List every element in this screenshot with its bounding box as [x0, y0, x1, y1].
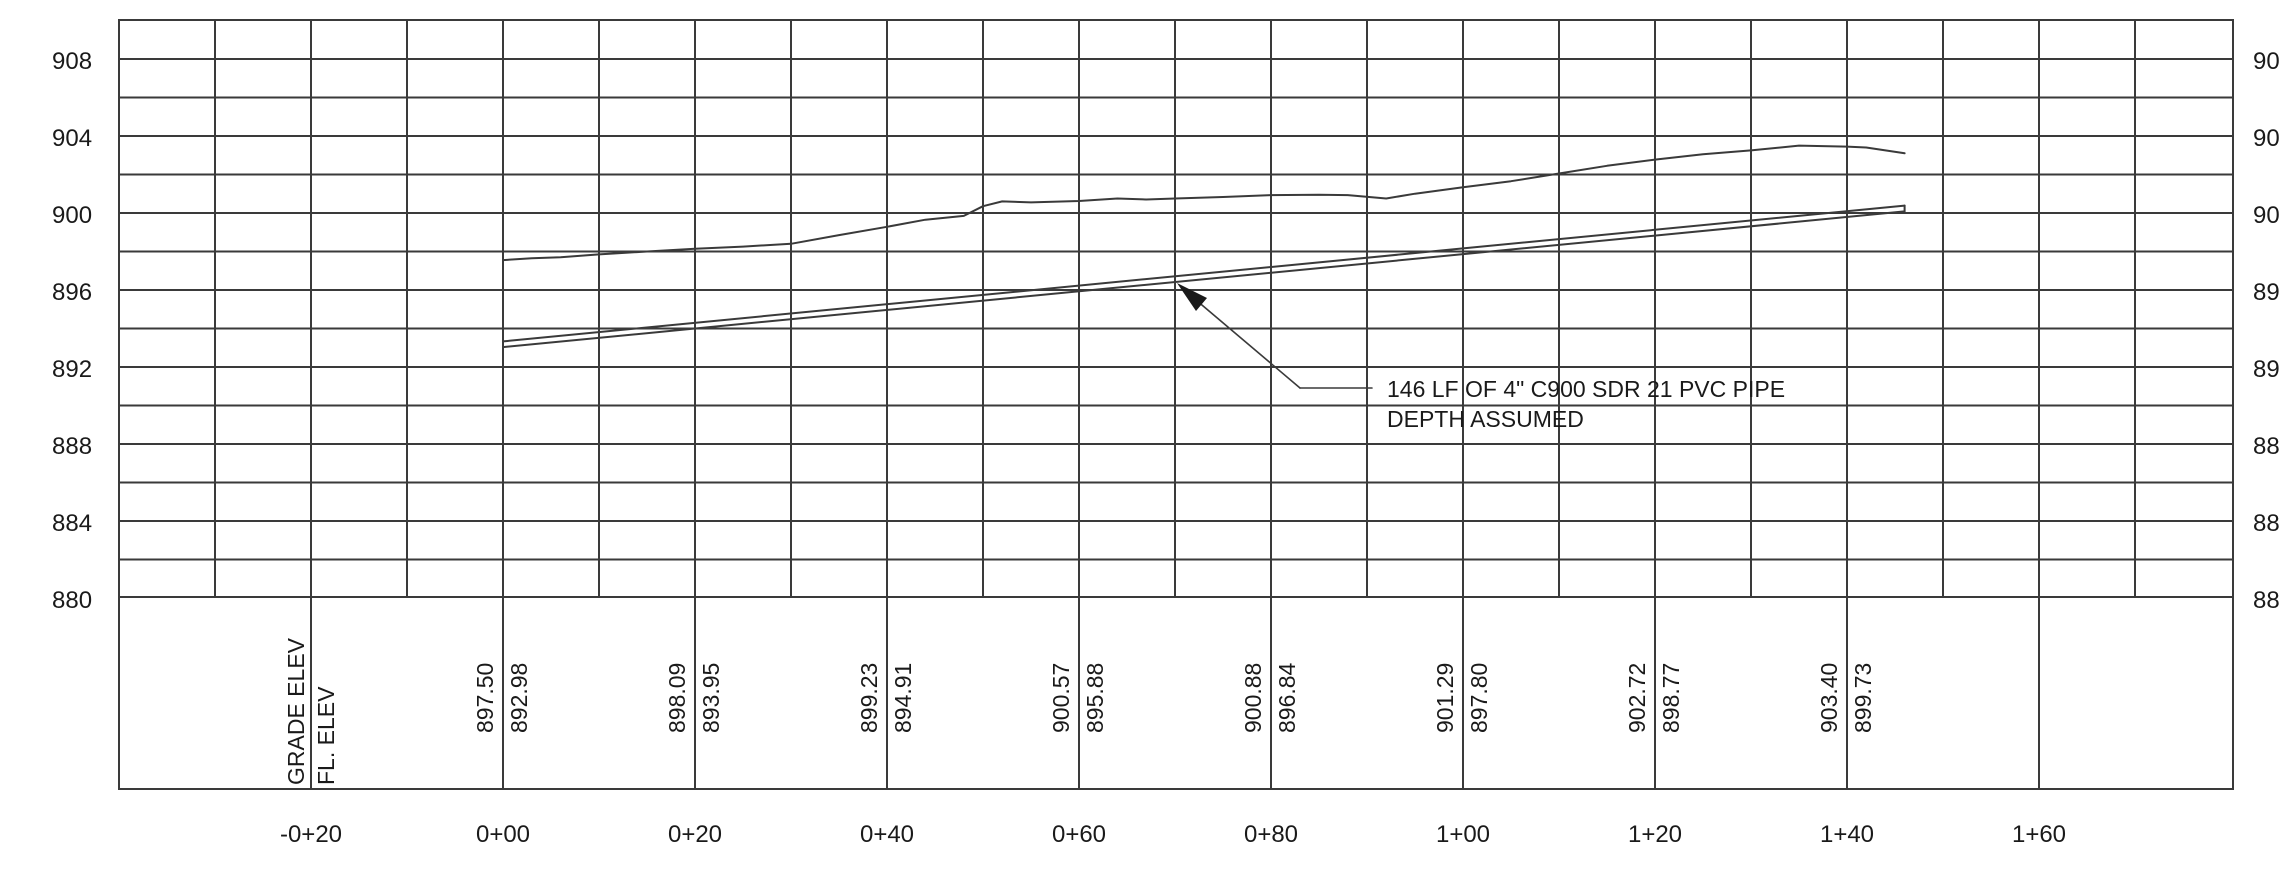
station-tick-label: 1+00 [1436, 821, 1490, 848]
callout-text-line-2: DEPTH ASSUMED [1387, 406, 1584, 432]
station-tick-label: 1+60 [2012, 821, 2066, 848]
callout-leader-diagonal [1195, 299, 1301, 389]
fl-elev-header: FL. ELEV [313, 686, 339, 785]
callout-arrowhead [1177, 283, 1207, 311]
elevation-tick-label: 900 [52, 202, 92, 229]
fl-elev-value: 895.88 [1082, 663, 1108, 733]
callout-text-line-1: 146 LF OF 4" C900 SDR 21 PVC PIPE [1387, 376, 1785, 402]
station-tick-label: 1+40 [1820, 821, 1874, 848]
station-axis-labels: -0+20 0+00 0+20 0+40 0+60 0+80 1+00 1+20 1+40 1+6… [280, 821, 2066, 848]
fl-elev-value: 898.77 [1658, 663, 1684, 733]
right-elevation-tick-label: 88 [2253, 510, 2280, 537]
grade-elev-header: GRADE ELEV [283, 637, 309, 785]
elevation-tick-label: 888 [52, 433, 92, 460]
fl-elev-value: 896.84 [1274, 662, 1300, 733]
fl-elev-value: 893.95 [698, 663, 724, 733]
station-tick-label: -0+20 [280, 821, 342, 848]
right-elevation-labels: 90 90 90 89 89 88 88 88 [2253, 48, 2280, 614]
grade-elev-value: 900.57 [1048, 663, 1074, 733]
series-pipe-bottom [502, 210, 1906, 349]
elevation-tick-label: 892 [52, 356, 92, 383]
elevation-tick-label: 908 [52, 48, 92, 75]
station-tick-label: 1+20 [1628, 821, 1682, 848]
fl-elev-value: 899.73 [1850, 663, 1876, 733]
right-elevation-tick-label: 89 [2253, 279, 2280, 306]
elevation-tick-label: 884 [52, 510, 92, 537]
right-elevation-tick-label: 89 [2253, 356, 2280, 383]
series-grade [502, 144, 1906, 262]
elevation-tick-label: 880 [52, 587, 92, 614]
fl-elev-value: 897.80 [1466, 663, 1492, 733]
profile-lines [502, 144, 1906, 349]
right-elevation-tick-label: 90 [2253, 48, 2280, 75]
station-tick-label: 0+80 [1244, 821, 1298, 848]
right-elevation-tick-label: 90 [2253, 202, 2280, 229]
grade-elev-value: 903.40 [1816, 663, 1842, 733]
right-elevation-tick-label: 90 [2253, 125, 2280, 152]
grade-elev-value: 898.09 [664, 663, 690, 733]
series-pipe-top [502, 204, 1906, 343]
right-elevation-tick-label: 88 [2253, 587, 2280, 614]
grade-elev-value: 900.88 [1240, 663, 1266, 733]
grade-elev-value: 902.72 [1624, 663, 1650, 733]
pipe-callout: 146 LF OF 4" C900 SDR 21 PVC PIPE DEPTH … [1177, 283, 1785, 432]
station-tick-label: 0+00 [476, 821, 530, 848]
right-elevation-tick-label: 88 [2253, 433, 2280, 460]
station-tick-label: 0+20 [668, 821, 722, 848]
station-tick-label: 0+60 [1052, 821, 1106, 848]
elevation-tick-label: 904 [52, 125, 92, 152]
fl-elev-value: 894.91 [890, 663, 916, 733]
elevation-table: GRADE ELEV FL. ELEV 897.50 892.98 898.09 89… [283, 637, 1876, 785]
grade-elev-value: 901.29 [1432, 663, 1458, 733]
fl-elev-value: 892.98 [506, 663, 532, 733]
grade-elev-value: 899.23 [856, 663, 882, 733]
station-tick-label: 0+40 [860, 821, 914, 848]
elevation-axis-labels: 908 904 900 896 892 888 884 880 [52, 48, 92, 614]
profile-grid [118, 19, 2234, 790]
grade-elev-value: 897.50 [472, 663, 498, 733]
elevation-tick-label: 896 [52, 279, 92, 306]
